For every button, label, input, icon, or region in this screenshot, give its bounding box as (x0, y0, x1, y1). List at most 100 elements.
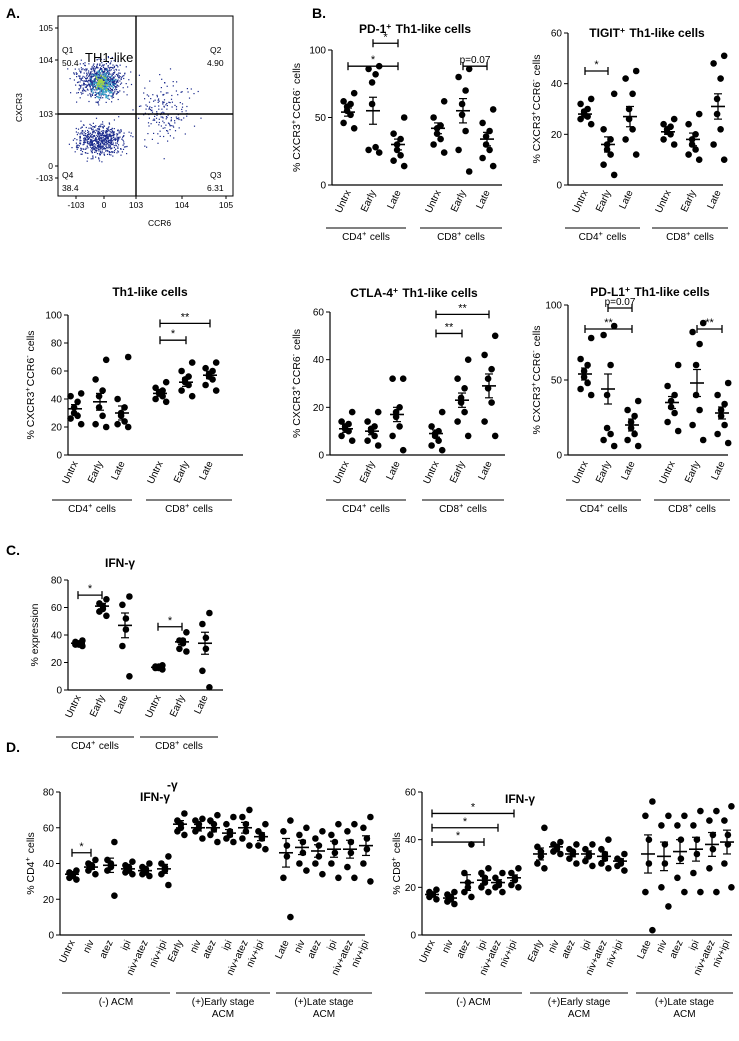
flow-event (108, 67, 110, 69)
flow-event (107, 128, 109, 130)
data-point (580, 373, 588, 381)
flow-event (102, 64, 104, 66)
flow-event (96, 81, 98, 83)
flow-event (82, 80, 84, 82)
significance-label: * (171, 328, 176, 340)
flow-event-dense (94, 85, 97, 87)
x-tick-label: Late (113, 693, 131, 716)
flow-event (163, 105, 165, 107)
data-point (557, 850, 564, 858)
flow-event-peak (104, 77, 107, 79)
flow-event-peak (98, 81, 100, 84)
flow-event (111, 131, 113, 133)
flow-event-dense (98, 94, 101, 96)
flow-event (100, 136, 102, 138)
group-label: CD8+ cells (668, 501, 716, 515)
flow-event (81, 77, 83, 79)
flow-event (123, 77, 125, 80)
data-point (433, 896, 440, 903)
flow-event (116, 140, 119, 142)
flow-event (93, 131, 95, 133)
flow-event (116, 64, 118, 67)
flow-event (100, 123, 102, 125)
flow-event (111, 74, 113, 77)
flow-event (117, 73, 119, 75)
data-point (162, 378, 170, 386)
flow-event (167, 132, 169, 134)
data-point (363, 845, 371, 853)
flow-event-peak (95, 76, 97, 78)
flow-event (86, 77, 88, 79)
data-point (92, 870, 99, 878)
flow-event (106, 127, 108, 130)
flow-event (101, 139, 103, 141)
flow-event (106, 68, 108, 70)
data-point (287, 913, 294, 921)
flow-event (88, 70, 90, 72)
flow-event (77, 128, 80, 130)
data-point (607, 136, 614, 143)
flow-event (173, 126, 175, 128)
chart-title: PD-L1+ Th1-like cells (590, 284, 710, 299)
flow-event-dense (114, 83, 116, 86)
flow-event (102, 97, 104, 99)
flow-event (80, 120, 82, 122)
data-point (660, 136, 667, 143)
flow-event-dense (89, 82, 92, 85)
data-point (202, 364, 209, 372)
flow-event (180, 91, 182, 93)
flow-x-tick-label: 0 (102, 200, 107, 210)
data-point (624, 406, 631, 414)
flow-event (92, 130, 94, 132)
significance-label: ** (705, 317, 714, 329)
flow-event (93, 75, 95, 77)
data-point (192, 817, 199, 824)
data-point (689, 328, 696, 336)
flow-event (169, 68, 172, 70)
flow-event (154, 115, 156, 117)
flow-event (158, 118, 160, 120)
flow-event (113, 135, 115, 137)
flow-event (85, 70, 87, 72)
y-tick-label: 20 (551, 130, 563, 141)
flow-event (83, 143, 85, 145)
flow-event (102, 65, 105, 67)
flow-event (119, 90, 121, 92)
flow-event (160, 112, 162, 114)
flow-event (112, 134, 114, 136)
flow-event (175, 90, 177, 92)
flow-event (112, 72, 115, 74)
flow-event (110, 73, 112, 75)
data-point (255, 842, 262, 849)
flow-event-dense (103, 77, 105, 79)
flow-event (101, 147, 103, 149)
flow-event (99, 132, 101, 134)
data-point (693, 836, 701, 843)
y-tick-label: 20 (313, 403, 325, 414)
flow-event (110, 90, 112, 92)
flow-event (101, 126, 103, 128)
flow-event (93, 126, 95, 128)
flow-event-dense (98, 97, 101, 99)
flow-event (106, 136, 108, 138)
flow-event (107, 66, 109, 68)
flow-event (147, 133, 149, 135)
group-label-line2: ACM (212, 1009, 234, 1020)
flow-event (146, 105, 148, 107)
data-point (455, 73, 462, 81)
flow-event-dense (103, 87, 105, 90)
data-point (728, 884, 735, 891)
flow-event (97, 131, 99, 133)
flow-event (105, 142, 107, 144)
flow-event-peak (96, 77, 98, 80)
data-point (129, 858, 136, 865)
flow-event (90, 158, 92, 160)
flow-event (83, 141, 85, 143)
flow-event (166, 108, 168, 110)
flow-event (106, 134, 109, 136)
flow-event (100, 134, 102, 136)
flow-event (130, 83, 133, 86)
x-tick-label: Untrx (146, 460, 166, 486)
flow-event-dense (92, 79, 95, 82)
